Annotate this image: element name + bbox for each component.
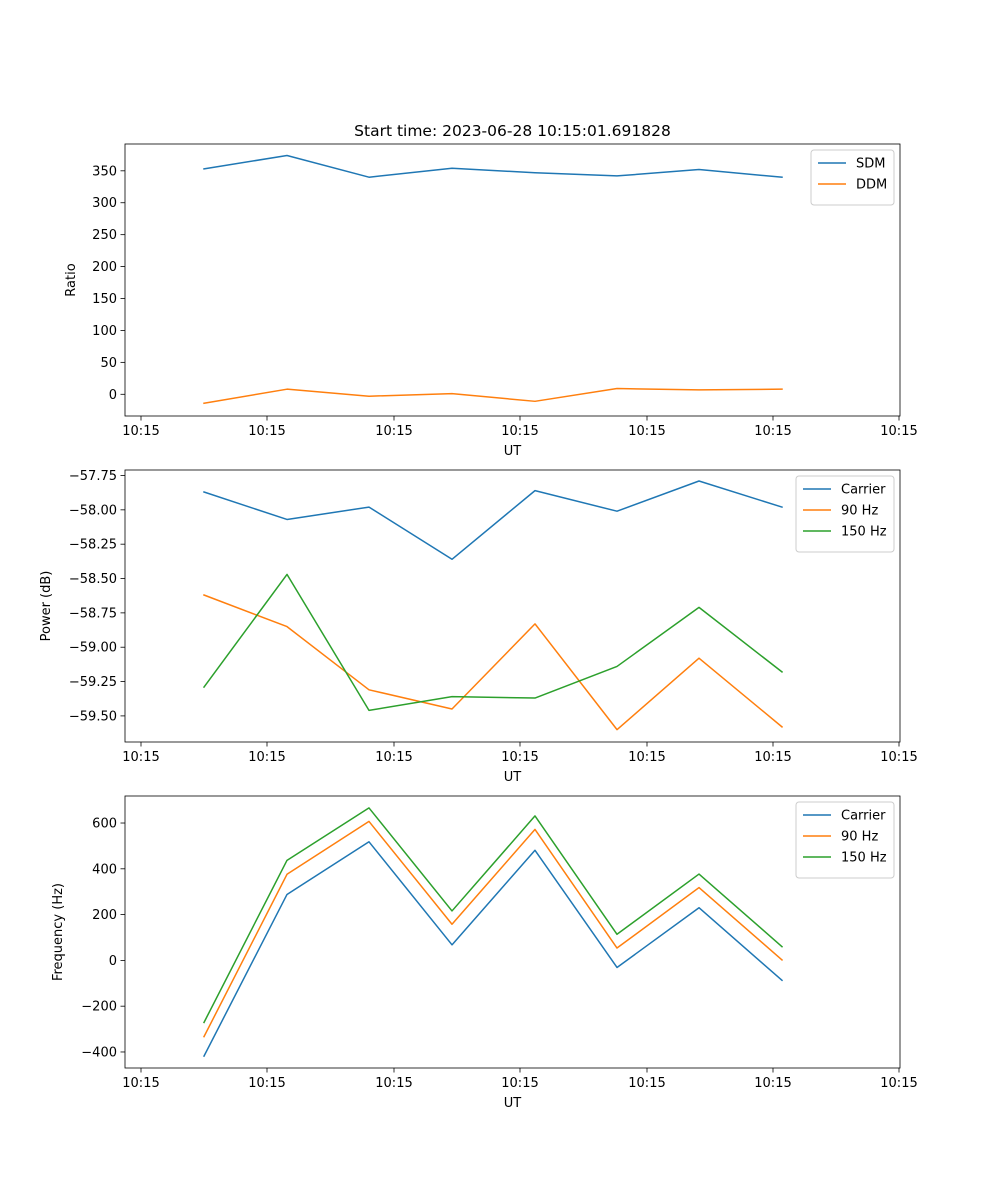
y-tick-label: 200 bbox=[92, 260, 117, 275]
y-tick-label: 350 bbox=[92, 164, 117, 179]
legend-label: Carrier bbox=[841, 483, 886, 498]
x-tick-label: 10:15 bbox=[628, 424, 665, 439]
y-tick-label: 0 bbox=[109, 954, 117, 969]
x-tick-label: 10:15 bbox=[754, 424, 791, 439]
axes-frame bbox=[124, 795, 901, 1069]
y-tick-label: 250 bbox=[92, 228, 117, 243]
legend-box bbox=[795, 801, 895, 879]
subplot-2: 10:15 10:15 10:15 10:15 10:15 10:15 10:15 UT −59… bbox=[39, 469, 918, 785]
legend-label: 150 Hz bbox=[841, 525, 887, 540]
y-tick-label: 100 bbox=[92, 324, 117, 339]
figure-title: Start time: 2023-06-28 10:15:01.691828 bbox=[354, 122, 671, 140]
x-tick-label: 10:15 bbox=[754, 1076, 791, 1091]
y-tick-label: −59.50 bbox=[69, 709, 117, 724]
x-tick-label: 10:15 bbox=[122, 750, 159, 765]
legend: Carrier 90 Hz 150 Hz bbox=[795, 475, 895, 553]
y-axis-label: Ratio bbox=[64, 263, 79, 296]
x-tick-label: 10:15 bbox=[880, 1076, 917, 1091]
subplot-1: 10:15 10:15 10:15 10:15 10:15 10:15 10:15 UT 0 50… bbox=[64, 143, 918, 459]
legend-label: DDM bbox=[856, 178, 887, 193]
x-tick-label: 10:15 bbox=[375, 750, 412, 765]
x-tick-label: 10:15 bbox=[122, 1076, 159, 1091]
y-tick-label: 600 bbox=[92, 817, 117, 832]
x-tick-label: 10:15 bbox=[375, 424, 412, 439]
y-tick-label: 0 bbox=[109, 388, 117, 403]
x-tick-label: 10:15 bbox=[501, 424, 538, 439]
x-axis-label: UT bbox=[504, 1096, 522, 1111]
x-tick-label: 10:15 bbox=[628, 750, 665, 765]
legend: Carrier 90 Hz 150 Hz bbox=[795, 801, 895, 879]
x-tick-label: 10:15 bbox=[501, 1076, 538, 1091]
y-tick-label: 50 bbox=[100, 356, 117, 371]
y-tick-label: −58.00 bbox=[69, 503, 117, 518]
x-tick-label: 10:15 bbox=[880, 750, 917, 765]
x-tick-label: 10:15 bbox=[880, 424, 917, 439]
y-tick-label: −59.25 bbox=[69, 675, 117, 690]
x-tick-label: 10:15 bbox=[248, 424, 285, 439]
x-tick-label: 10:15 bbox=[501, 750, 538, 765]
legend-label: Carrier bbox=[841, 809, 886, 824]
legend-label: 90 Hz bbox=[841, 830, 878, 845]
x-tick-label: 10:15 bbox=[248, 1076, 285, 1091]
x-tick-label: 10:15 bbox=[248, 750, 285, 765]
series-line-90-hz bbox=[202, 820, 784, 1038]
legend-box bbox=[795, 475, 895, 553]
y-tick-label: 150 bbox=[92, 292, 117, 307]
y-tick-label: −59.00 bbox=[69, 641, 117, 656]
axes-frame bbox=[124, 469, 901, 743]
series-line-ddm bbox=[203, 387, 783, 405]
x-tick-label: 10:15 bbox=[628, 1076, 665, 1091]
legend: SDM DDM bbox=[810, 149, 895, 206]
y-tick-label: −58.75 bbox=[69, 606, 117, 621]
y-axis-label: Frequency (Hz) bbox=[51, 883, 66, 981]
series-line-carrier bbox=[202, 841, 784, 1058]
y-tick-label: 400 bbox=[92, 862, 117, 877]
series-line-150-hz bbox=[202, 573, 784, 712]
y-tick-label: 200 bbox=[92, 908, 117, 923]
legend-label: 150 Hz bbox=[841, 851, 887, 866]
x-tick-label: 10:15 bbox=[754, 750, 791, 765]
series-line-sdm bbox=[203, 154, 783, 179]
x-tick-label: 10:15 bbox=[375, 1076, 412, 1091]
x-tick-label: 10:15 bbox=[122, 424, 159, 439]
axes-frame bbox=[124, 143, 901, 417]
y-tick-label: −57.75 bbox=[69, 469, 117, 484]
y-tick-label: −58.50 bbox=[69, 572, 117, 587]
y-tick-label: −58.25 bbox=[69, 538, 117, 553]
y-axis-label: Power (dB) bbox=[39, 571, 54, 642]
x-axis-label: UT bbox=[504, 444, 522, 459]
y-tick-label: 300 bbox=[92, 196, 117, 211]
series-line-carrier bbox=[203, 480, 783, 561]
y-tick-label: −400 bbox=[81, 1045, 117, 1060]
y-tick-label: −200 bbox=[81, 1000, 117, 1015]
legend-label: SDM bbox=[856, 157, 885, 172]
series-line-150-hz bbox=[202, 807, 784, 1024]
legend-label: 90 Hz bbox=[841, 504, 878, 519]
x-axis-label: UT bbox=[504, 770, 522, 785]
series-line-90-hz bbox=[203, 594, 784, 731]
subplot-3: 10:15 10:15 10:15 10:15 10:15 10:15 10:15 UT −40… bbox=[51, 795, 918, 1111]
